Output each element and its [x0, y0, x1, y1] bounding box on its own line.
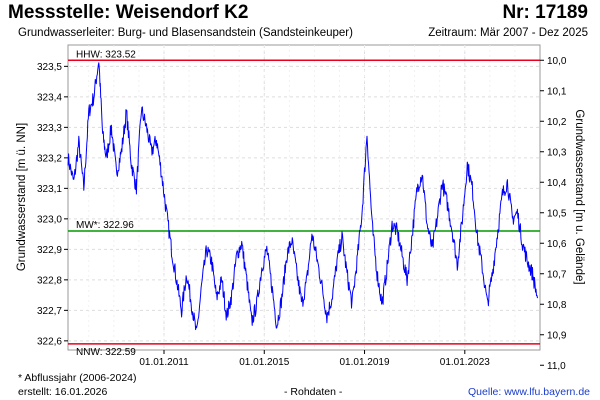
right-y-axis: 10,0 10,1 10,2 10,3 10,4 10,5 10,6 10,7 10,8 10,9…	[540, 56, 567, 372]
series-group	[67, 62, 538, 331]
period-label: Zeitraum: Mär 2007 - Dez 2025	[428, 27, 588, 39]
left-tick-label: 323,5	[37, 62, 62, 73]
left-tick-label: 323,3	[37, 123, 62, 134]
created-date: erstellt: 16.01.2026	[18, 386, 108, 398]
right-tick-label: 10,6	[547, 239, 567, 250]
left-tick-label: 323,1	[37, 184, 62, 195]
right-tick-label: 10,5	[547, 208, 567, 219]
left-tick-label: 322,9	[37, 245, 62, 256]
reference-line-label: HHW: 323.52	[76, 49, 136, 60]
right-tick-label: 10,8	[547, 300, 567, 311]
right-tick-label: 11,0	[547, 361, 566, 372]
station-number: Nr: 17189	[502, 2, 588, 23]
rawdata-note: - Rohdaten -	[284, 386, 343, 398]
right-tick-label: 10,7	[547, 269, 567, 280]
left-tick-label: 322,7	[37, 306, 62, 317]
station-title: Messstelle: Weisendorf K2	[8, 2, 249, 23]
right-tick-label: 10,3	[547, 147, 567, 158]
x-tick-label: 01.01.2011	[139, 357, 189, 368]
series-line	[67, 62, 538, 331]
left-tick-label: 323,0	[37, 214, 62, 225]
right-tick-label: 10,1	[547, 86, 567, 97]
left-tick-label: 322,6	[37, 336, 62, 347]
x-tick-label: 01.01.2015	[239, 357, 289, 368]
reference-line-label: MW*: 322.96	[76, 220, 134, 231]
aquifer-label: Grundwasserleiter: Burg- und Blasensands…	[18, 27, 353, 39]
left-tick-label: 322,8	[37, 275, 62, 286]
right-tick-label: 10,0	[547, 56, 567, 67]
right-tick-label: 10,4	[547, 178, 567, 189]
reference-line-label: NNW: 322.59	[76, 347, 136, 358]
right-tick-label: 10,9	[547, 330, 567, 341]
left-tick-label: 323,4	[37, 92, 62, 103]
footnote: * Abflussjahr (2006-2024)	[18, 372, 137, 384]
x-tick-label: 01.01.2019	[340, 357, 390, 368]
left-axis-title: Grundwasserstand [m ü. NN]	[16, 123, 28, 271]
left-tick-label: 323,2	[37, 153, 62, 164]
right-axis-title: Grundwasserstand [m u. Gelände]	[573, 109, 585, 284]
reference-lines: HHW: 323.52 MW*: 322.96 NNW: 322.59	[68, 49, 540, 358]
x-tick-label: 01.01.2023	[440, 357, 490, 368]
right-tick-label: 10,2	[547, 117, 567, 128]
x-axis: 01.01.2011 01.01.2015 01.01.2019 01.01.2023	[139, 350, 490, 368]
left-y-axis: 323,5 323,4 323,3 323,2 323,1 323,0 322,9 322,8…	[37, 62, 68, 347]
source-link[interactable]: Quelle: www.lfu.bayern.de	[468, 386, 590, 398]
